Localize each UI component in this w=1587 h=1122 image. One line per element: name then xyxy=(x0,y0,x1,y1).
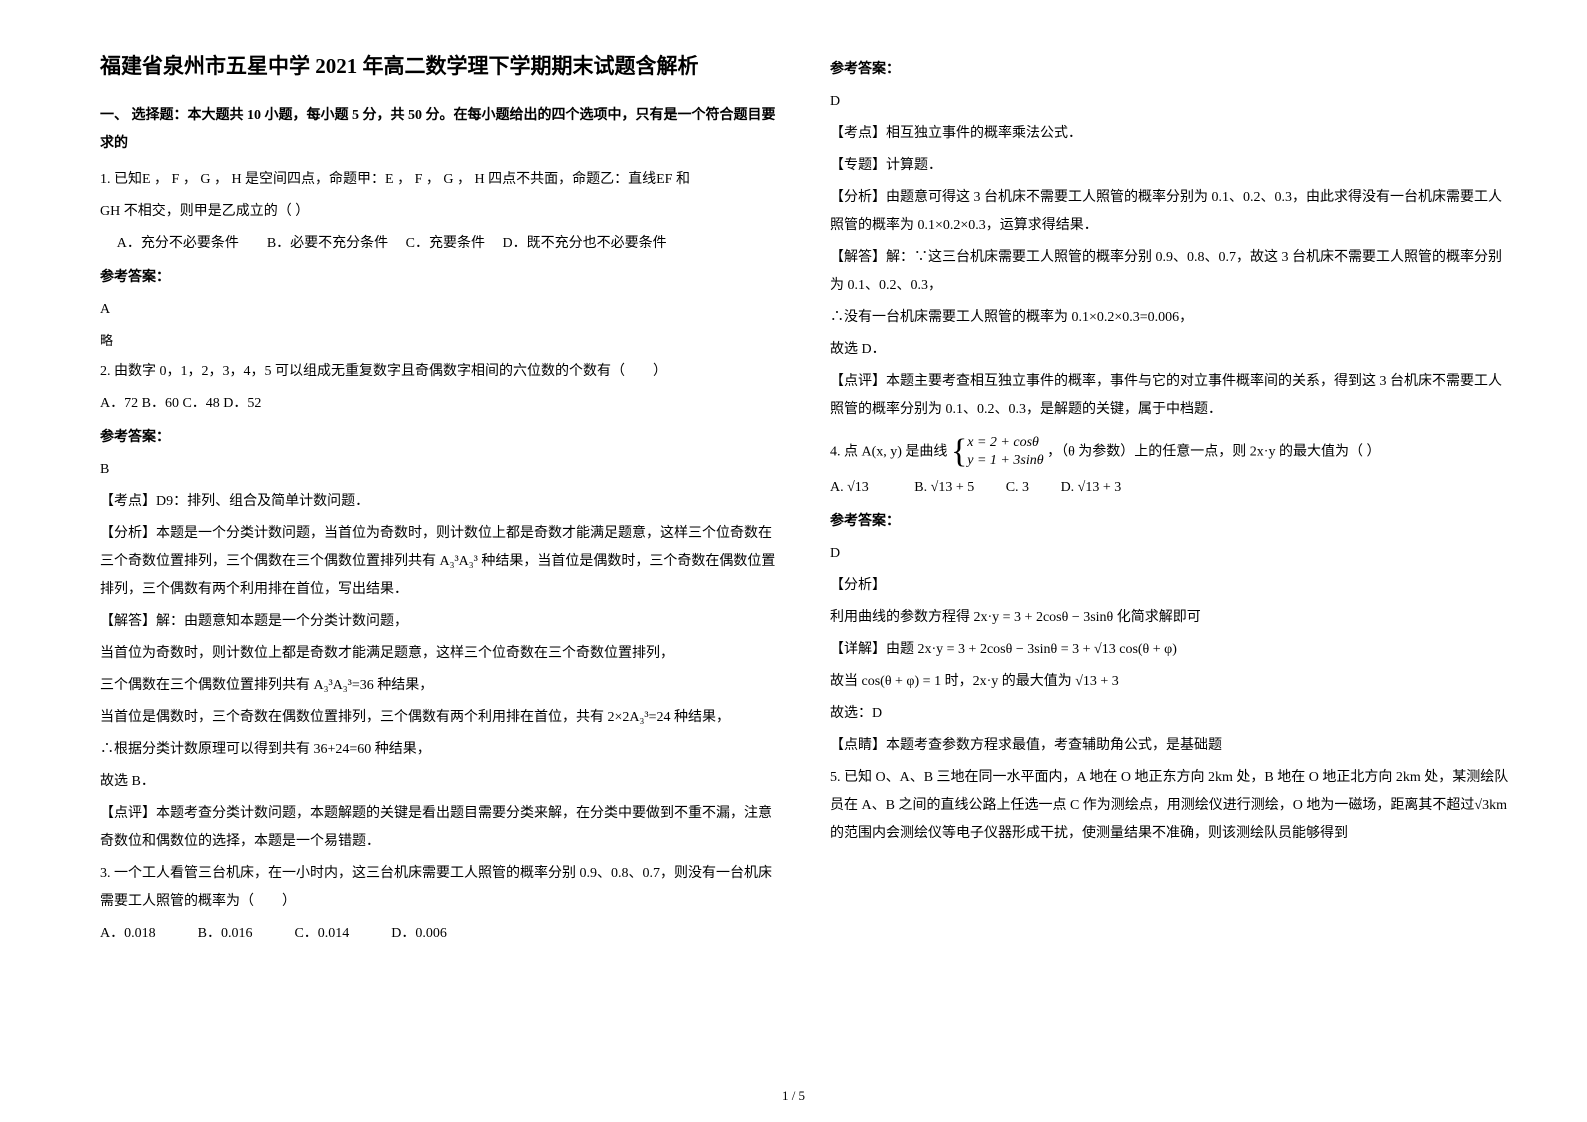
q2-jieda-3: 三个偶数在三个偶数位置排列共有 A₃³A₃³=36 种结果， xyxy=(100,672,780,700)
brace-icon: { xyxy=(951,435,967,469)
q3-jieda-1: 【解答】解：∵这三台机床需要工人照管的概率分别 0.9、0.8、0.7，故这 3… xyxy=(830,244,1510,300)
q2-jieda-6: 故选 B． xyxy=(100,768,780,796)
q4-guxuan: 故选：D xyxy=(830,700,1510,728)
q4-fenxi-h: 【分析】 xyxy=(830,572,1510,600)
q2-kaodian: 【考点】D9：排列、组合及简单计数问题． xyxy=(100,488,780,516)
q1-text-2: GH 不相交，则甲是乙成立的（ ） xyxy=(100,198,780,226)
section-1-heading: 一、 选择题：本大题共 10 小题，每小题 5 分，共 50 分。在每小题给出的… xyxy=(100,102,780,158)
q2-jieda-5: ∴根据分类计数原理可以得到共有 36+24=60 种结果， xyxy=(100,736,780,764)
q2-options: A．72 B．60 C．48 D．52 xyxy=(100,390,780,418)
q4-xiangjie: 【详解】由题 2x·y = 3 + 2cosθ − 3sinθ = 3 + √1… xyxy=(830,636,1510,664)
q3-answer: D xyxy=(830,88,1510,116)
q4-eq2: y = 1 + 3sinθ xyxy=(967,452,1043,470)
q4-opt-a: A. √13 xyxy=(830,480,869,495)
q1-text-1: 1. 已知E ， F ， G ， H 是空间四点，命题甲：E ， F ， G ，… xyxy=(100,166,780,194)
answer-label: 参考答案： xyxy=(830,56,1510,84)
q1-answer: A xyxy=(100,296,780,324)
q3-fenxi: 【分析】由题意可得这 3 台机床不需要工人照管的概率分别为 0.1、0.2、0.… xyxy=(830,184,1510,240)
q2-text: 2. 由数字 0，1，2，3，4，5 可以组成无重复数字且奇偶数字相间的六位数的… xyxy=(100,358,780,386)
q4-text: 4. 点 A(x, y) 是曲线 { x = 2 + cosθ y = 1 + … xyxy=(830,434,1510,470)
right-column: 参考答案： D 【考点】相互独立事件的概率乘法公式． 【专题】计算题． 【分析】… xyxy=(830,50,1510,952)
q3-options: A．0.018 B．0.016 C．0.014 D．0.006 xyxy=(100,920,780,948)
q2-jieda-4: 当首位是偶数时，三个奇数在偶数位置排列，三个偶数有两个利用排在首位，共有 2×2… xyxy=(100,704,780,732)
q4-equations: x = 2 + cosθ y = 1 + 3sinθ xyxy=(967,434,1043,470)
q4-dianjing: 【点睛】本题考查参数方程求最值，考查辅助角公式，是基础题 xyxy=(830,732,1510,760)
q2-dianping: 【点评】本题考查分类计数问题，本题解题的关键是看出题目需要分类来解，在分类中要做… xyxy=(100,800,780,856)
q1-note: 略 xyxy=(100,328,780,354)
q4-opt-d: D. √13 + 3 xyxy=(1061,480,1122,495)
q4-opt-c: C. 3 xyxy=(1006,480,1029,495)
q3-jieda-3: 故选 D． xyxy=(830,336,1510,364)
q2-jieda-1: 【解答】解：由题意知本题是一个分类计数问题， xyxy=(100,608,780,636)
left-column: 福建省泉州市五星中学 2021 年高二数学理下学期期末试题含解析 一、 选择题：… xyxy=(100,50,780,952)
page-footer: 1 / 5 xyxy=(0,1088,1587,1104)
q4-post: ，（θ 为参数）上的任意一点，则 2x·y 的最大值为（ ） xyxy=(1047,444,1380,459)
answer-label: 参考答案： xyxy=(100,264,780,292)
q4-pre: 4. 点 A(x, y) 是曲线 xyxy=(830,444,947,459)
q2-answer: B xyxy=(100,456,780,484)
answer-label: 参考答案： xyxy=(100,424,780,452)
q4-eq1: x = 2 + cosθ xyxy=(967,434,1043,452)
answer-label: 参考答案： xyxy=(830,508,1510,536)
q4-options: A. √13 B. √13 + 5 C. 3 D. √13 + 3 xyxy=(830,474,1510,502)
q3-zhuanti: 【专题】计算题． xyxy=(830,152,1510,180)
q2-jieda-2: 当首位为奇数时，则计数位上都是奇数才能满足题意，这样三个位奇数在三个奇数位置排列… xyxy=(100,640,780,668)
q3-kaodian: 【考点】相互独立事件的概率乘法公式． xyxy=(830,120,1510,148)
q2-fenxi: 【分析】本题是一个分类计数问题，当首位为奇数时，则计数位上都是奇数才能满足题意，… xyxy=(100,520,780,604)
q4-fenxi: 利用曲线的参数方程得 2x·y = 3 + 2cosθ − 3sinθ 化简求解… xyxy=(830,604,1510,632)
q3-text: 3. 一个工人看管三台机床，在一小时内，这三台机床需要工人照管的概率分别 0.9… xyxy=(100,860,780,916)
q3-dianping: 【点评】本题主要考查相互独立事件的概率，事件与它的对立事件概率间的关系，得到这 … xyxy=(830,368,1510,424)
q4-answer: D xyxy=(830,540,1510,568)
q1-options: A．充分不必要条件 B．必要不充分条件 C．充要条件 D．既不充分也不必要条件 xyxy=(100,230,780,258)
doc-title: 福建省泉州市五星中学 2021 年高二数学理下学期期末试题含解析 xyxy=(100,50,780,84)
q4-brace: { x = 2 + cosθ y = 1 + 3sinθ xyxy=(951,434,1044,470)
q3-jieda-2: ∴没有一台机床需要工人照管的概率为 0.1×0.2×0.3=0.006， xyxy=(830,304,1510,332)
page: 福建省泉州市五星中学 2021 年高二数学理下学期期末试题含解析 一、 选择题：… xyxy=(0,0,1587,972)
q4-so: 故当 cos(θ + φ) = 1 时，2x·y 的最大值为 √13 + 3 xyxy=(830,668,1510,696)
q5-text: 5. 已知 O、A、B 三地在同一水平面内，A 地在 O 地正东方向 2km 处… xyxy=(830,764,1510,848)
q4-opt-b: B. √13 + 5 xyxy=(914,480,974,495)
q1-l1: 1. 已知E ， F ， G ， H 是空间四点，命题甲：E ， F ， G ，… xyxy=(100,172,690,187)
